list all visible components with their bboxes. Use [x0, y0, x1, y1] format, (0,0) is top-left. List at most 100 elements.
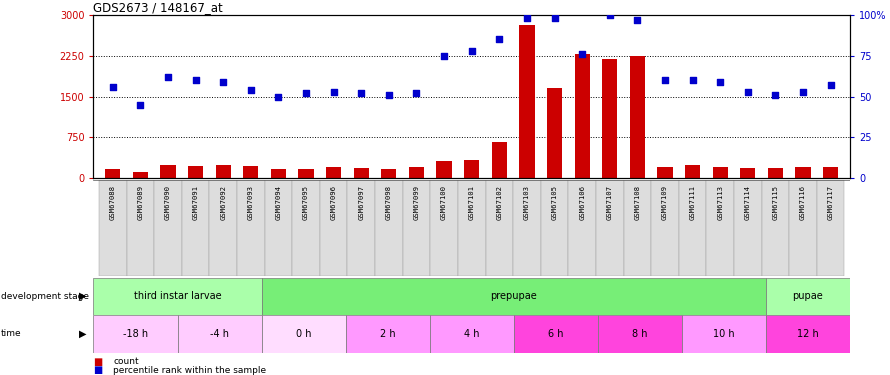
- Bar: [624, 180, 651, 276]
- Text: ▶: ▶: [79, 291, 86, 301]
- Point: [106, 84, 120, 90]
- Bar: [713, 167, 728, 178]
- Point: [630, 17, 644, 23]
- Bar: [796, 167, 811, 178]
- Point: [492, 36, 506, 42]
- Bar: [99, 180, 126, 276]
- Text: development stage: development stage: [1, 292, 89, 301]
- Point: [382, 92, 396, 98]
- Text: GSM67092: GSM67092: [220, 185, 226, 220]
- Point: [244, 87, 258, 93]
- Bar: [133, 172, 148, 178]
- Text: 10 h: 10 h: [713, 329, 734, 339]
- Bar: [514, 180, 541, 276]
- Text: 4 h: 4 h: [464, 329, 480, 339]
- Bar: [514, 315, 598, 352]
- Text: GSM67090: GSM67090: [165, 185, 171, 220]
- Bar: [789, 180, 817, 276]
- Point: [685, 77, 700, 83]
- Text: ■: ■: [93, 365, 102, 375]
- Point: [354, 90, 368, 96]
- Point: [465, 48, 479, 54]
- Bar: [740, 168, 756, 178]
- Point: [547, 15, 562, 21]
- Text: GSM67102: GSM67102: [497, 185, 502, 220]
- Bar: [734, 180, 762, 276]
- Bar: [679, 180, 707, 276]
- Point: [437, 53, 451, 59]
- Bar: [603, 58, 618, 178]
- Bar: [262, 278, 766, 315]
- Text: GSM67107: GSM67107: [607, 185, 612, 220]
- Text: 6 h: 6 h: [548, 329, 563, 339]
- Text: -4 h: -4 h: [210, 329, 229, 339]
- Bar: [409, 167, 424, 178]
- Bar: [768, 168, 783, 178]
- Point: [161, 74, 175, 80]
- Bar: [215, 165, 231, 178]
- Bar: [658, 167, 673, 178]
- Text: ▶: ▶: [79, 329, 86, 339]
- Text: 0 h: 0 h: [295, 329, 312, 339]
- Text: GSM67109: GSM67109: [662, 185, 668, 220]
- Text: GSM67093: GSM67093: [247, 185, 254, 220]
- Text: GSM67097: GSM67097: [359, 185, 364, 220]
- Bar: [243, 166, 258, 178]
- Bar: [326, 167, 341, 178]
- Point: [768, 92, 782, 98]
- Bar: [430, 180, 457, 276]
- Text: -18 h: -18 h: [123, 329, 148, 339]
- Bar: [353, 168, 368, 178]
- Text: GSM67116: GSM67116: [800, 185, 806, 220]
- Point: [327, 88, 341, 94]
- Text: GSM67103: GSM67103: [524, 185, 530, 220]
- Text: GSM67096: GSM67096: [331, 185, 336, 220]
- Bar: [160, 165, 175, 178]
- Bar: [575, 54, 590, 178]
- Text: GSM67106: GSM67106: [579, 185, 585, 220]
- Text: GSM67089: GSM67089: [137, 185, 143, 220]
- Bar: [766, 315, 850, 352]
- Text: GSM67108: GSM67108: [635, 185, 641, 220]
- Text: prepupae: prepupae: [490, 291, 537, 301]
- Text: third instar larvae: third instar larvae: [134, 291, 222, 301]
- Bar: [486, 180, 514, 276]
- Bar: [569, 180, 596, 276]
- Bar: [381, 169, 396, 178]
- Bar: [464, 160, 480, 178]
- Bar: [209, 180, 237, 276]
- Point: [603, 12, 617, 18]
- Text: count: count: [113, 357, 139, 366]
- Bar: [823, 167, 838, 178]
- Bar: [298, 169, 313, 178]
- Text: 8 h: 8 h: [632, 329, 648, 339]
- Bar: [817, 180, 845, 276]
- Bar: [520, 25, 535, 178]
- Point: [299, 90, 313, 96]
- Text: GSM67091: GSM67091: [192, 185, 198, 220]
- Bar: [292, 180, 320, 276]
- Point: [713, 79, 727, 85]
- Bar: [347, 180, 375, 276]
- Bar: [682, 315, 766, 352]
- Point: [189, 77, 203, 83]
- Text: GSM67113: GSM67113: [717, 185, 724, 220]
- Text: time: time: [1, 329, 21, 338]
- Text: ■: ■: [93, 357, 102, 366]
- Text: GSM67095: GSM67095: [303, 185, 309, 220]
- Bar: [651, 180, 679, 276]
- Bar: [154, 180, 182, 276]
- Text: percentile rank within the sample: percentile rank within the sample: [113, 366, 266, 375]
- Text: 2 h: 2 h: [380, 329, 395, 339]
- Bar: [547, 88, 562, 178]
- Point: [823, 82, 837, 88]
- Point: [134, 102, 148, 108]
- Point: [740, 88, 755, 94]
- Bar: [707, 180, 734, 276]
- Text: GDS2673 / 148167_at: GDS2673 / 148167_at: [93, 1, 223, 14]
- Text: GSM67088: GSM67088: [109, 185, 116, 220]
- Bar: [271, 169, 286, 178]
- Bar: [766, 278, 850, 315]
- Bar: [457, 180, 486, 276]
- Bar: [93, 315, 177, 352]
